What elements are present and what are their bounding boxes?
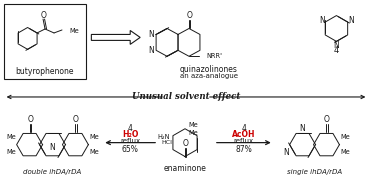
Text: enaminone: enaminone xyxy=(164,164,206,173)
Text: Me: Me xyxy=(69,28,79,34)
Text: N: N xyxy=(283,148,289,157)
Text: 87%: 87% xyxy=(235,145,252,154)
Text: an aza-analogue: an aza-analogue xyxy=(180,73,238,79)
Text: quinazolinones: quinazolinones xyxy=(180,65,238,74)
Text: Me: Me xyxy=(340,134,350,140)
Text: O: O xyxy=(324,115,330,124)
Text: reflux: reflux xyxy=(120,138,140,144)
Text: N: N xyxy=(300,124,305,133)
Text: HCl: HCl xyxy=(161,140,172,145)
Text: O: O xyxy=(41,11,46,20)
Text: Me: Me xyxy=(89,134,99,140)
Text: reflux: reflux xyxy=(234,138,254,144)
Text: 65%: 65% xyxy=(122,145,139,154)
Text: Me: Me xyxy=(188,130,198,136)
Text: NRR': NRR' xyxy=(206,53,222,59)
Text: N: N xyxy=(319,16,325,24)
Text: 4: 4 xyxy=(241,124,246,133)
Bar xyxy=(4,4,86,79)
Text: Me: Me xyxy=(188,122,198,128)
Text: O: O xyxy=(73,115,79,124)
Text: double ihDA/rDA: double ihDA/rDA xyxy=(23,169,81,175)
Text: O: O xyxy=(186,11,192,20)
Text: butyrophenone: butyrophenone xyxy=(15,67,74,76)
Text: N: N xyxy=(348,16,354,24)
Text: Me: Me xyxy=(340,149,350,155)
Text: O: O xyxy=(183,139,189,148)
Text: N: N xyxy=(49,143,55,152)
Text: AcOH: AcOH xyxy=(232,130,256,139)
Text: H₂N: H₂N xyxy=(157,134,170,140)
Polygon shape xyxy=(92,30,140,44)
Text: Unusual solvent effect: Unusual solvent effect xyxy=(132,93,240,102)
Text: N: N xyxy=(148,30,154,39)
Text: 4: 4 xyxy=(128,124,133,133)
Text: Me: Me xyxy=(6,149,16,155)
Text: Me: Me xyxy=(6,134,16,140)
Text: Me: Me xyxy=(89,149,99,155)
Text: N: N xyxy=(148,46,154,55)
Text: N: N xyxy=(334,41,339,50)
Text: H₂O: H₂O xyxy=(122,130,138,139)
Text: single ihDA/rDA: single ihDA/rDA xyxy=(287,169,342,175)
Text: O: O xyxy=(27,115,33,124)
Text: 4: 4 xyxy=(334,46,339,55)
